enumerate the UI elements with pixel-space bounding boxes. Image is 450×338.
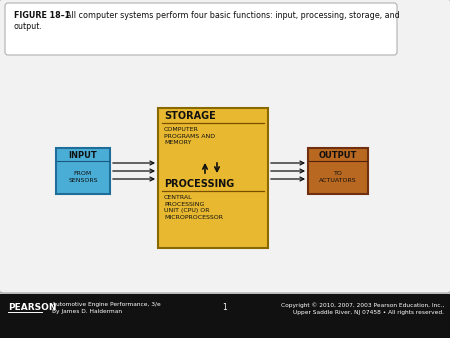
Text: STORAGE: STORAGE [164, 111, 216, 121]
Text: COMPUTER
PROGRAMS AND
MEMORY: COMPUTER PROGRAMS AND MEMORY [164, 127, 215, 145]
FancyBboxPatch shape [0, 0, 450, 293]
Text: output.: output. [14, 22, 43, 31]
FancyBboxPatch shape [5, 3, 397, 55]
Text: FIGURE 18–1: FIGURE 18–1 [14, 11, 73, 20]
Text: 1: 1 [223, 304, 227, 313]
Text: PEARSON: PEARSON [8, 304, 57, 313]
Text: PROCESSING: PROCESSING [164, 179, 234, 189]
Text: All computer systems perform four basic functions: input, processing, storage, a: All computer systems perform four basic … [66, 11, 400, 20]
Bar [308, 148, 368, 194]
Text: Copyright © 2010, 2007, 2003 Pearson Education, Inc.,
Upper Saddle River, NJ 074: Copyright © 2010, 2007, 2003 Pearson Edu… [281, 302, 444, 315]
Bar [56, 148, 110, 194]
Bar [0, 294, 450, 338]
Bar [158, 108, 268, 248]
Text: Automotive Engine Performance, 3/e
By James D. Halderman: Automotive Engine Performance, 3/e By Ja… [52, 302, 161, 314]
Text: TO
ACTUATORS: TO ACTUATORS [319, 171, 357, 183]
Text: FROM
SENSORS: FROM SENSORS [68, 171, 98, 183]
Text: CENTRAL
PROCESSING
UNIT (CPU) OR
MICROPROCESSOR: CENTRAL PROCESSING UNIT (CPU) OR MICROPR… [164, 195, 223, 220]
Text: OUTPUT: OUTPUT [319, 150, 357, 160]
Text: INPUT: INPUT [68, 150, 97, 160]
